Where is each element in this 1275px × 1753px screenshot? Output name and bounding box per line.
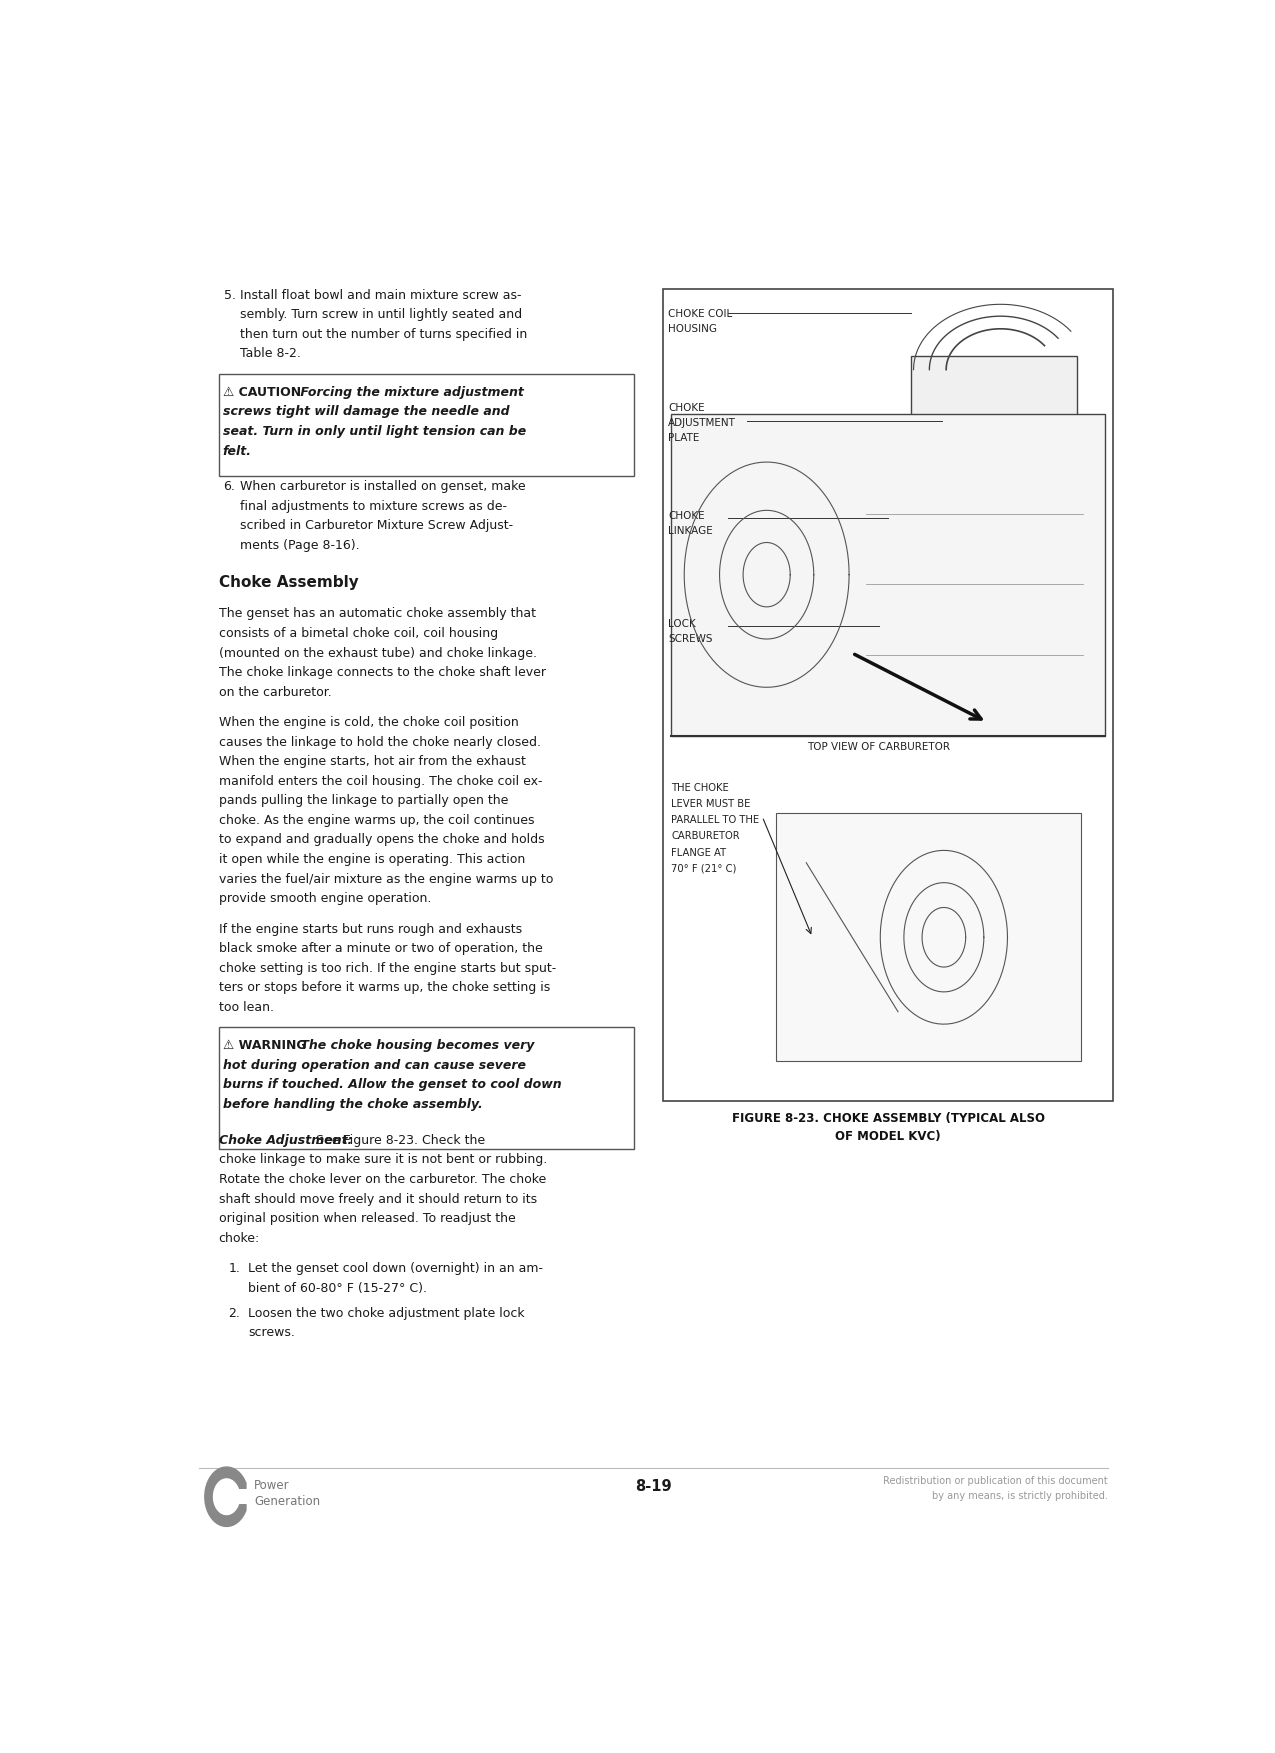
- Text: to expand and gradually opens the choke and holds: to expand and gradually opens the choke …: [219, 833, 544, 847]
- Text: CHOKE: CHOKE: [668, 403, 705, 414]
- Text: choke setting is too rich. If the engine starts but sput-: choke setting is too rich. If the engine…: [219, 962, 556, 975]
- Text: ments (Page 8-16).: ments (Page 8-16).: [241, 538, 360, 552]
- Text: causes the linkage to hold the choke nearly closed.: causes the linkage to hold the choke nea…: [219, 736, 541, 749]
- Text: Table 8-2.: Table 8-2.: [241, 347, 301, 361]
- Text: burns if touched. Allow the genset to cool down: burns if touched. Allow the genset to co…: [223, 1078, 561, 1092]
- Bar: [775, 813, 1081, 1061]
- Text: Install float bowl and main mixture screw as-: Install float bowl and main mixture scre…: [241, 289, 521, 302]
- Text: too lean.: too lean.: [219, 1001, 274, 1013]
- Text: then turn out the number of turns specified in: then turn out the number of turns specif…: [241, 328, 528, 340]
- Text: Forcing the mixture adjustment: Forcing the mixture adjustment: [296, 386, 524, 400]
- Bar: [671, 414, 1105, 736]
- Text: Choke Assembly: Choke Assembly: [219, 575, 358, 589]
- Text: choke:: choke:: [219, 1232, 260, 1245]
- Text: PARALLEL TO THE: PARALLEL TO THE: [671, 815, 760, 826]
- Text: pands pulling the linkage to partially open the: pands pulling the linkage to partially o…: [219, 794, 507, 808]
- Text: ADJUSTMENT: ADJUSTMENT: [668, 419, 736, 428]
- Text: choke. As the engine warms up, the coil continues: choke. As the engine warms up, the coil …: [219, 813, 534, 827]
- Text: See Figure 8-23. Check the: See Figure 8-23. Check the: [311, 1134, 484, 1146]
- Text: LOCK: LOCK: [668, 619, 696, 629]
- Polygon shape: [213, 1480, 240, 1515]
- Text: hot during operation and can cause severe: hot during operation and can cause sever…: [223, 1059, 525, 1071]
- Text: seat. Turn in only until light tension can be: seat. Turn in only until light tension c…: [223, 424, 525, 438]
- Text: ⚠ WARNING: ⚠ WARNING: [223, 1040, 306, 1052]
- Text: LEVER MUST BE: LEVER MUST BE: [671, 799, 751, 810]
- Text: choke linkage to make sure it is not bent or rubbing.: choke linkage to make sure it is not ben…: [219, 1153, 547, 1166]
- Text: When the engine starts, hot air from the exhaust: When the engine starts, hot air from the…: [219, 756, 525, 768]
- Text: HOUSING: HOUSING: [668, 324, 718, 333]
- Bar: [227, 1490, 250, 1504]
- Text: ters or stops before it warms up, the choke setting is: ters or stops before it warms up, the ch…: [219, 982, 550, 994]
- Text: final adjustments to mixture screws as de-: final adjustments to mixture screws as d…: [241, 500, 507, 514]
- Text: 1.: 1.: [228, 1262, 241, 1274]
- Text: 8-19: 8-19: [635, 1480, 672, 1494]
- Text: THE CHOKE: THE CHOKE: [671, 784, 729, 792]
- Bar: [219, 1027, 634, 1150]
- Text: scribed in Carburetor Mixture Screw Adjust-: scribed in Carburetor Mixture Screw Adju…: [241, 519, 514, 533]
- Text: Loosen the two choke adjustment plate lock: Loosen the two choke adjustment plate lo…: [249, 1306, 525, 1320]
- Text: The choke housing becomes very: The choke housing becomes very: [296, 1040, 534, 1052]
- Text: 5.: 5.: [223, 289, 236, 302]
- Text: 70° F (21° C): 70° F (21° C): [671, 864, 737, 873]
- Text: The genset has an automatic choke assembly that: The genset has an automatic choke assemb…: [219, 607, 536, 621]
- Text: OF MODEL KVC): OF MODEL KVC): [835, 1129, 941, 1143]
- Text: When carburetor is installed on genset, make: When carburetor is installed on genset, …: [241, 480, 527, 493]
- Text: Power: Power: [254, 1480, 289, 1492]
- Text: Rotate the choke lever on the carburetor. The choke: Rotate the choke lever on the carburetor…: [219, 1173, 546, 1187]
- Text: Redistribution or publication of this document: Redistribution or publication of this do…: [884, 1476, 1108, 1487]
- Text: felt.: felt.: [223, 445, 251, 458]
- Text: 6.: 6.: [223, 480, 236, 493]
- Text: When the engine is cold, the choke coil position: When the engine is cold, the choke coil …: [219, 715, 519, 729]
- Text: manifold enters the coil housing. The choke coil ex-: manifold enters the coil housing. The ch…: [219, 775, 542, 787]
- Bar: [663, 289, 1113, 1101]
- Text: LINKAGE: LINKAGE: [668, 526, 713, 536]
- Text: black smoke after a minute or two of operation, the: black smoke after a minute or two of ope…: [219, 941, 542, 955]
- Text: 2.: 2.: [228, 1306, 241, 1320]
- Text: consists of a bimetal choke coil, coil housing: consists of a bimetal choke coil, coil h…: [219, 628, 497, 640]
- Text: TOP VIEW OF CARBURETOR: TOP VIEW OF CARBURETOR: [807, 742, 950, 752]
- Text: The choke linkage connects to the choke shaft lever: The choke linkage connects to the choke …: [219, 666, 546, 678]
- Text: before handling the choke assembly.: before handling the choke assembly.: [223, 1097, 482, 1111]
- Text: varies the fuel/air mixture as the engine warms up to: varies the fuel/air mixture as the engin…: [219, 873, 553, 885]
- Text: PLATE: PLATE: [668, 433, 700, 444]
- Text: ⚠ CAUTION: ⚠ CAUTION: [223, 386, 301, 400]
- Text: provide smooth engine operation.: provide smooth engine operation.: [219, 892, 431, 905]
- Text: CHOKE COIL: CHOKE COIL: [668, 309, 733, 319]
- Text: If the engine starts but runs rough and exhausts: If the engine starts but runs rough and …: [219, 922, 521, 936]
- Text: it open while the engine is operating. This action: it open while the engine is operating. T…: [219, 854, 525, 866]
- Text: shaft should move freely and it should return to its: shaft should move freely and it should r…: [219, 1192, 537, 1206]
- Polygon shape: [205, 1467, 246, 1527]
- Text: sembly. Turn screw in until lightly seated and: sembly. Turn screw in until lightly seat…: [241, 309, 523, 321]
- Text: by any means, is strictly prohibited.: by any means, is strictly prohibited.: [932, 1492, 1108, 1501]
- Bar: [219, 373, 634, 477]
- Text: Choke Adjustment:: Choke Adjustment:: [219, 1134, 352, 1146]
- Text: bient of 60-80° F (15-27° C).: bient of 60-80° F (15-27° C).: [249, 1281, 427, 1295]
- Text: screws.: screws.: [249, 1327, 296, 1339]
- Text: SCREWS: SCREWS: [668, 635, 713, 643]
- Text: original position when released. To readjust the: original position when released. To read…: [219, 1211, 515, 1225]
- Bar: [910, 356, 1077, 505]
- Text: (mounted on the exhaust tube) and choke linkage.: (mounted on the exhaust tube) and choke …: [219, 647, 537, 659]
- Text: Let the genset cool down (overnight) in an am-: Let the genset cool down (overnight) in …: [249, 1262, 543, 1274]
- Text: Generation: Generation: [254, 1495, 320, 1508]
- Text: CHOKE: CHOKE: [668, 512, 705, 521]
- Text: on the carburetor.: on the carburetor.: [219, 685, 332, 699]
- Text: screws tight will damage the needle and: screws tight will damage the needle and: [223, 405, 509, 419]
- Text: FIGURE 8-23. CHOKE ASSEMBLY (TYPICAL ALSO: FIGURE 8-23. CHOKE ASSEMBLY (TYPICAL ALS…: [732, 1111, 1044, 1125]
- Text: FLANGE AT: FLANGE AT: [671, 848, 727, 857]
- Text: CARBURETOR: CARBURETOR: [671, 831, 739, 841]
